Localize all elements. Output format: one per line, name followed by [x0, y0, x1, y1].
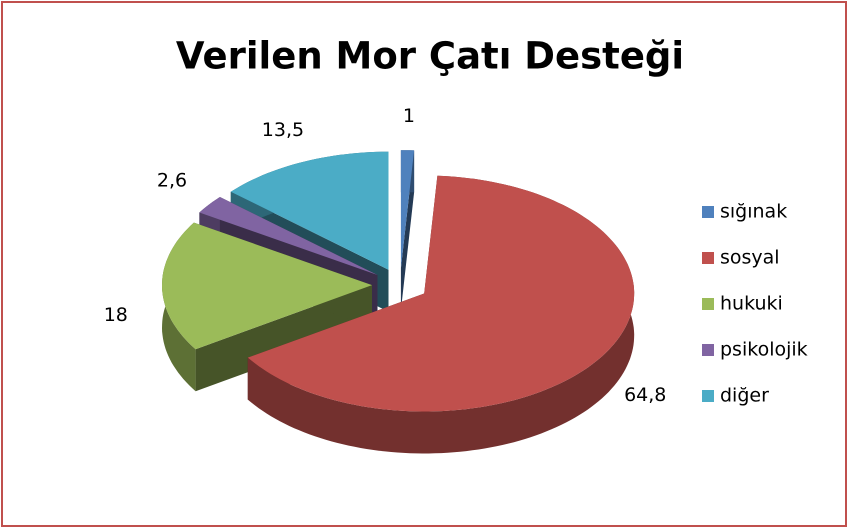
data-label: 1: [403, 105, 415, 127]
slice: [400, 150, 415, 269]
data-label: 13,5: [262, 119, 304, 141]
slice: [230, 151, 389, 270]
slice: [247, 175, 635, 412]
data-label: 18: [104, 304, 128, 326]
legend-label: sığınak: [720, 201, 787, 223]
slice: [199, 197, 378, 275]
legend-label: psikolojik: [720, 339, 808, 361]
chart-title: Verilen Mor Çatı Desteği: [176, 35, 684, 78]
legend-label: hukuki: [720, 293, 783, 315]
legend-swatch: [702, 252, 714, 264]
legend-swatch: [702, 390, 714, 402]
legend-swatch: [702, 344, 714, 356]
slice-side-face: [195, 285, 372, 392]
data-label: 2,6: [157, 170, 187, 192]
legend-swatch: [702, 298, 714, 310]
legend-label: diğer: [720, 385, 769, 407]
slice: [162, 222, 372, 350]
legend-swatch: [702, 206, 714, 218]
legend-label: sosyal: [720, 247, 780, 269]
data-label: 64,8: [624, 384, 666, 406]
